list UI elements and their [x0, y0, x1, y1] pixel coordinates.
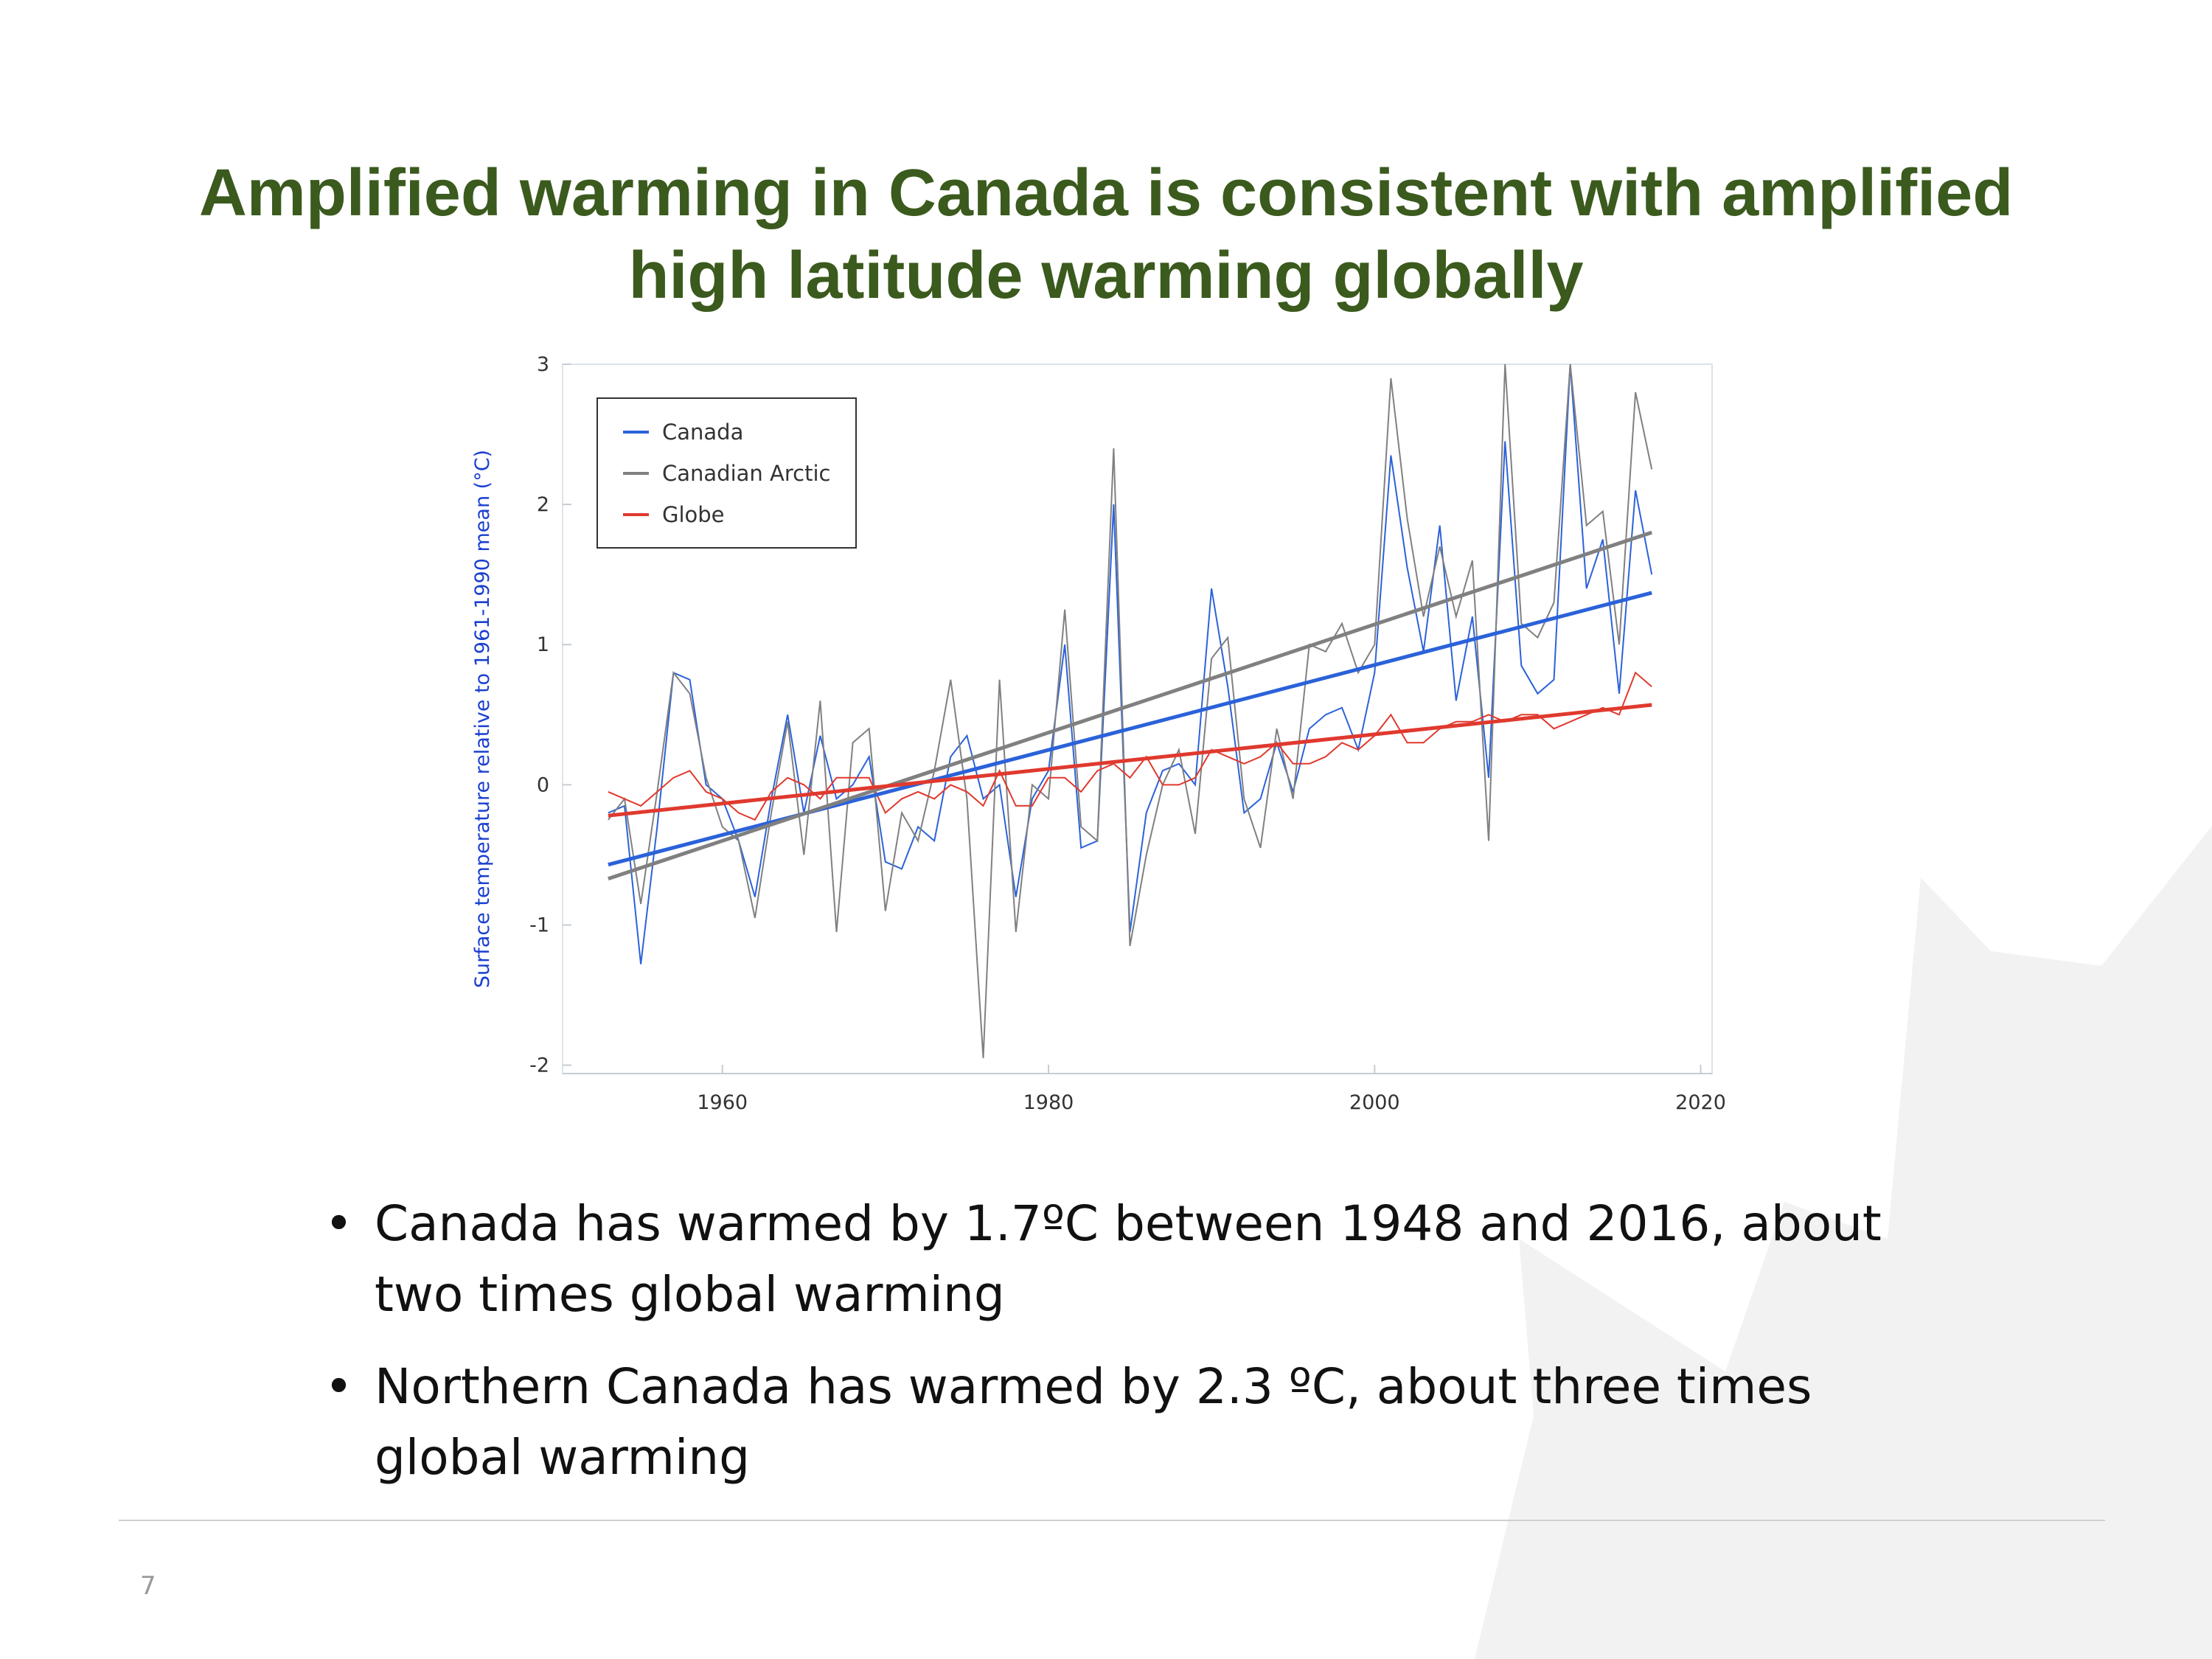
page-number: 7: [140, 1571, 156, 1601]
legend-label: Globe: [662, 502, 725, 527]
bullet: • Canada has warmed by 1.7ºC between 1948…: [324, 1189, 1947, 1330]
trend-line: [608, 703, 1652, 818]
series-line: [608, 671, 1652, 821]
y-axis-label: Surface temperature relative to 1961-199…: [471, 450, 494, 988]
bullet: • Northern Canada has warmed by 2.3 ºC, a…: [324, 1352, 1947, 1493]
y-tick-label: -2: [529, 1054, 549, 1077]
maple-leaf-watermark: [1475, 826, 2212, 1659]
bullet-text: Northern Canada has warmed by 2.3 ºC, ab…: [375, 1358, 1812, 1486]
chart: -2 -1 0 1 2 3 1960 1980 2000 2020 Surface temperat…: [471, 353, 1726, 1114]
bullet-text: Canada has warmed by 1.7ºC between 1948 …: [375, 1195, 1882, 1323]
x-tick-label: 2020: [1675, 1091, 1726, 1114]
y-tick-label: 1: [537, 633, 549, 656]
y-tick-label: 3: [537, 353, 549, 376]
series-line: [608, 364, 1653, 1059]
y-tick-label: -1: [529, 914, 549, 936]
x-tick-label: 1980: [1023, 1091, 1074, 1114]
title-line: Amplified warming in Canada is consisten…: [199, 156, 2013, 230]
title-line: high latitude warming globally: [628, 239, 1583, 313]
x-tick-label: 1960: [697, 1091, 748, 1114]
legend-label: Canada: [662, 420, 743, 445]
trend-line: [608, 530, 1652, 881]
x-tick-label: 2000: [1349, 1091, 1400, 1114]
trend-line: [608, 591, 1652, 867]
y-tick-label: 2: [537, 493, 549, 516]
y-tick-label: 0: [537, 773, 549, 796]
legend-label: Canadian Arctic: [662, 461, 830, 486]
